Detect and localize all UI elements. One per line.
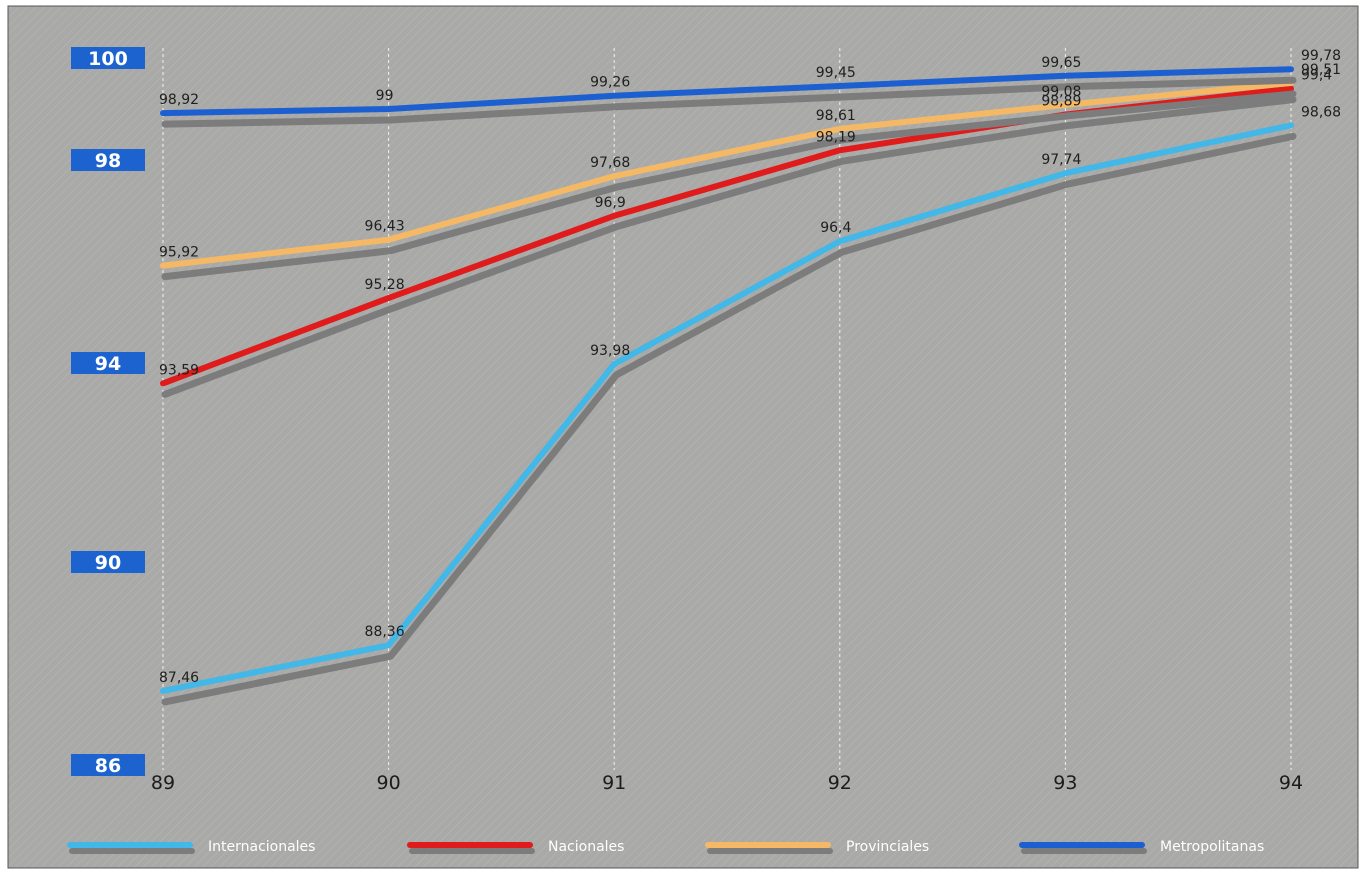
data-label-nacionales-91: 96,9 (595, 195, 626, 211)
data-label-internacionales-91: 93,98 (590, 343, 630, 359)
legend-label-metropolitanas: Metropolitanas (1160, 839, 1264, 855)
series-shadow-provinciales (161, 90, 1297, 281)
data-label-metropolitanas-89: 98,92 (159, 92, 199, 108)
data-label-metropolitanas-94: 99,78 (1301, 48, 1341, 64)
grid (162, 48, 1292, 770)
y-tick-label-86: 86 (95, 755, 121, 777)
data-label-provinciales-89: 95,92 (159, 245, 199, 261)
y-tick-label-90: 90 (95, 552, 121, 574)
data-label-internacionales-90: 88,36 (365, 624, 405, 640)
data-label-internacionales-94: 98,68 (1301, 104, 1341, 120)
data-label-internacionales-93: 97,74 (1041, 152, 1081, 168)
y-tick-box-100 (71, 47, 145, 69)
data-label-nacionales-93: 98,89 (1041, 94, 1081, 110)
y-tick-box-90 (71, 551, 145, 573)
y-tick-box-98 (71, 149, 145, 171)
x-tick-label-90: 90 (377, 772, 401, 794)
legend-label-internacionales: Internacionales (208, 839, 315, 855)
x-tick-label-93: 93 (1053, 772, 1077, 794)
x-tick-label-92: 92 (828, 772, 852, 794)
y-axis: 100 98 94 90 86 (71, 47, 145, 777)
series-line-provinciales (160, 80, 1294, 269)
series-shadow-metropolitanas (161, 76, 1297, 128)
data-label-provinciales-92: 98,61 (816, 108, 856, 124)
data-label-metropolitanas-92: 99,45 (816, 65, 856, 81)
data-label-provinciales-91: 97,68 (590, 155, 630, 171)
data-label-nacionales-92: 98,19 (816, 129, 856, 145)
data-label-metropolitanas-91: 99,26 (590, 75, 630, 91)
legend: Internacionales Nacionales Provinciales Met… (67, 839, 1264, 855)
series-group (160, 66, 1297, 706)
data-label-provinciales-94: 99,51 (1301, 62, 1341, 78)
data-label-internacionales-89: 87,46 (159, 670, 199, 686)
data-label-internacionales-92: 96,4 (820, 220, 851, 236)
legend-label-provinciales: Provinciales (846, 839, 929, 855)
y-tick-label-98: 98 (95, 150, 121, 172)
y-tick-box-86 (71, 754, 145, 776)
data-label-nacionales-94: 99,4 (1301, 68, 1332, 84)
series-shadow-nacionales (161, 96, 1297, 398)
y-tick-label-94: 94 (95, 353, 121, 375)
y-tick-box-94 (71, 352, 145, 374)
series-shadow-internacionales (161, 132, 1297, 706)
y-tick-label-100: 100 (88, 48, 128, 70)
x-axis: 89 90 91 92 93 94 (151, 772, 1303, 794)
series-line-metropolitanas (160, 66, 1294, 117)
data-label-nacionales-89: 93,59 (159, 362, 199, 378)
data-label-metropolitanas-90: 99 (376, 88, 394, 104)
series-line-internacionales (160, 122, 1294, 694)
x-tick-label-94: 94 (1279, 772, 1303, 794)
data-label-provinciales-90: 96,43 (365, 219, 405, 235)
legend-label-nacionales: Nacionales (548, 839, 624, 855)
data-labels: 87,46 88,36 93,98 96,4 97,74 98,68 93,59 95,28 9… (159, 48, 1341, 686)
x-tick-label-89: 89 (151, 772, 175, 794)
data-label-metropolitanas-93: 99,65 (1041, 55, 1081, 71)
x-tick-label-91: 91 (602, 772, 626, 794)
data-label-provinciales-93: 99,08 (1041, 84, 1081, 100)
data-label-nacionales-90: 95,28 (365, 277, 405, 293)
chart-frame (7, 5, 1359, 869)
